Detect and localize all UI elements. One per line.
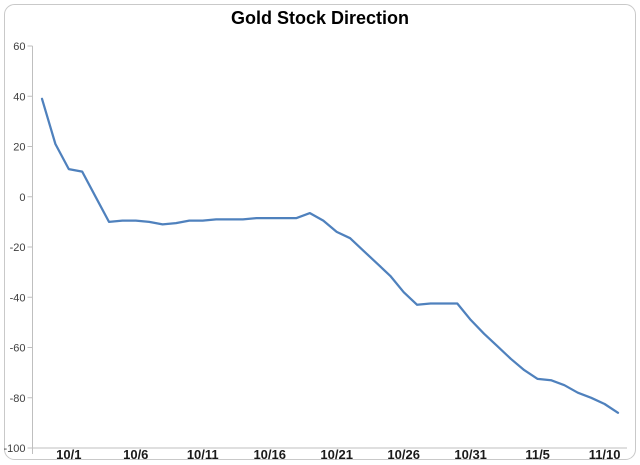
chart-border bbox=[4, 4, 636, 460]
x-axis-label: 10/1 bbox=[56, 447, 81, 462]
x-axis-label: 10/26 bbox=[387, 447, 420, 462]
x-axis-label: 11/10 bbox=[589, 447, 621, 462]
y-axis-label: 60 bbox=[13, 41, 25, 53]
y-axis-label: -80 bbox=[10, 393, 26, 405]
y-axis-label: 0 bbox=[19, 192, 25, 204]
x-axis-label: 10/11 bbox=[187, 447, 219, 462]
chart-line-gold-stock bbox=[40, 97, 620, 414]
x-axis-label: 10/31 bbox=[454, 447, 487, 462]
y-axis-label: 20 bbox=[13, 142, 25, 154]
y-axis-label: -20 bbox=[10, 242, 26, 254]
y-axis-label: -40 bbox=[10, 292, 26, 304]
x-axis-label: 10/21 bbox=[320, 447, 353, 462]
x-axis-label: 10/6 bbox=[123, 447, 148, 462]
y-axis-label: -100 bbox=[3, 443, 25, 455]
chart-title: Gold Stock Direction bbox=[230, 8, 410, 28]
x-axis-label: 10/16 bbox=[253, 447, 286, 462]
x-axis-label: 11/5 bbox=[525, 447, 550, 462]
y-axis-label: 40 bbox=[13, 91, 25, 103]
y-axis-label: -60 bbox=[10, 343, 26, 355]
